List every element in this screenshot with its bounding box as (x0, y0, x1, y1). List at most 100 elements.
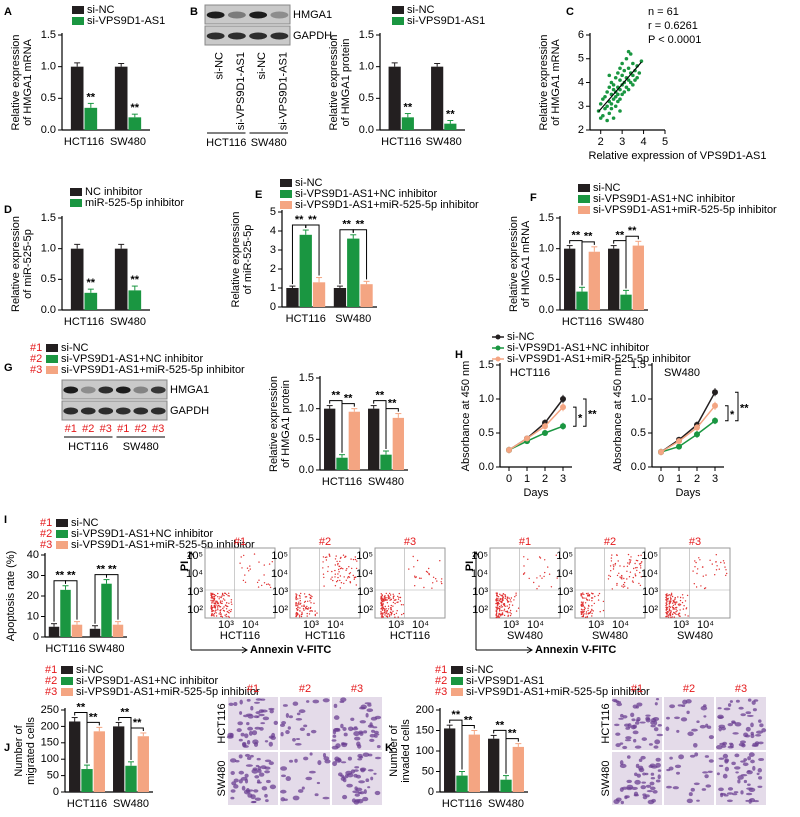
cell-stain (631, 718, 636, 722)
point (618, 109, 622, 113)
y-tick-label: 150 (416, 724, 434, 736)
flow-dot (506, 611, 508, 613)
y-tick-label: 50 (47, 770, 59, 782)
flow-dot (217, 602, 219, 605)
significance: ** (67, 570, 76, 582)
flow-dot (327, 570, 329, 573)
flow-dot (673, 608, 675, 610)
band-label: GAPDH (170, 405, 209, 417)
cell-stain (298, 709, 306, 714)
flow-dot (416, 559, 419, 562)
cell-stain (367, 769, 374, 772)
cell-stain (720, 792, 727, 796)
cell-stain (743, 758, 748, 762)
y-tick-label: 1.5 (479, 359, 494, 371)
flow-dot (498, 612, 500, 615)
flow-dot (623, 577, 625, 580)
flow-dot (609, 575, 612, 578)
bar (348, 411, 360, 470)
legend-tag: #3 (45, 686, 57, 698)
point (609, 106, 614, 111)
x-tick-label: SW480 (110, 136, 146, 148)
flow-dot (627, 553, 630, 556)
bar (401, 117, 414, 130)
flow-dot (213, 606, 216, 608)
cell-stain (334, 756, 340, 762)
flow-dot (498, 608, 500, 610)
flow-dot (314, 613, 316, 616)
cell-stain (369, 738, 375, 743)
flow-dot (495, 616, 498, 619)
flow-dot (672, 606, 674, 609)
flow-dot (622, 586, 625, 588)
flow-dot (316, 612, 318, 614)
cell-stain (718, 764, 724, 768)
flow-dot (380, 612, 382, 614)
flow-dot (591, 597, 594, 599)
flow-dot (399, 600, 402, 602)
bracket (305, 224, 320, 276)
bar (468, 734, 480, 792)
flow-dot (217, 609, 219, 611)
band-label: HMGA1 (293, 9, 332, 21)
y-tick-label: 20 (27, 590, 39, 602)
x-tick-label: HCT116 (64, 136, 104, 148)
bar (137, 736, 149, 792)
point (542, 430, 548, 436)
flow-tick-label: 10⁵ (556, 550, 573, 562)
flow-dot (226, 605, 228, 608)
cell-stain (723, 707, 731, 711)
flow-dot (225, 615, 227, 618)
blot-band (227, 11, 246, 19)
flow-dot (223, 594, 225, 597)
cell-stain (652, 789, 658, 794)
point (626, 66, 631, 71)
x-tick-label: 2 (542, 473, 548, 485)
flow-dot (213, 602, 215, 605)
flow-dot (677, 613, 679, 616)
flow-dot (211, 608, 213, 610)
y-tick-label: 3 (578, 100, 584, 112)
flow-dot (219, 611, 221, 614)
flow-dot (212, 614, 214, 616)
flow-dot (298, 601, 300, 603)
flow-dot (387, 594, 389, 597)
annotation: r = 0.6261 (648, 20, 698, 32)
flow-dot (498, 598, 500, 600)
flow-dot (397, 598, 400, 600)
flow-dot (694, 566, 696, 568)
flow-dot (392, 596, 395, 598)
flow-dot (402, 604, 404, 606)
flow-dot (672, 604, 675, 607)
cell-stain (689, 754, 696, 758)
flow-plot (204, 547, 276, 619)
flow-dot (217, 607, 219, 609)
cell-stain (281, 774, 286, 778)
point (637, 71, 642, 75)
flow-dot (211, 597, 213, 599)
flow-dot (677, 603, 680, 605)
flow-dot (698, 557, 700, 559)
flow-dot (627, 562, 629, 564)
cell-stain (374, 790, 381, 796)
flow-dot (580, 593, 583, 596)
flow-tick-label: 10³ (272, 586, 288, 598)
cell-stain (292, 737, 296, 742)
flow-dot (497, 607, 499, 609)
cell-stain (280, 766, 288, 771)
cell-stain (743, 779, 748, 784)
flow-dot (639, 571, 641, 574)
flow-dot (432, 582, 434, 584)
flow-dot (347, 576, 350, 578)
flow-dot (702, 575, 704, 577)
cell-stain (264, 793, 268, 798)
legend-swatch (56, 519, 68, 527)
flow-dot (679, 603, 681, 605)
flow-dot (509, 609, 512, 612)
significance: ** (342, 219, 351, 231)
row-label: SW480 (216, 760, 228, 796)
lane-label: #2 (135, 423, 147, 435)
flow-dot (215, 601, 217, 603)
cell-stain (631, 786, 638, 790)
flow-dot (221, 592, 224, 595)
